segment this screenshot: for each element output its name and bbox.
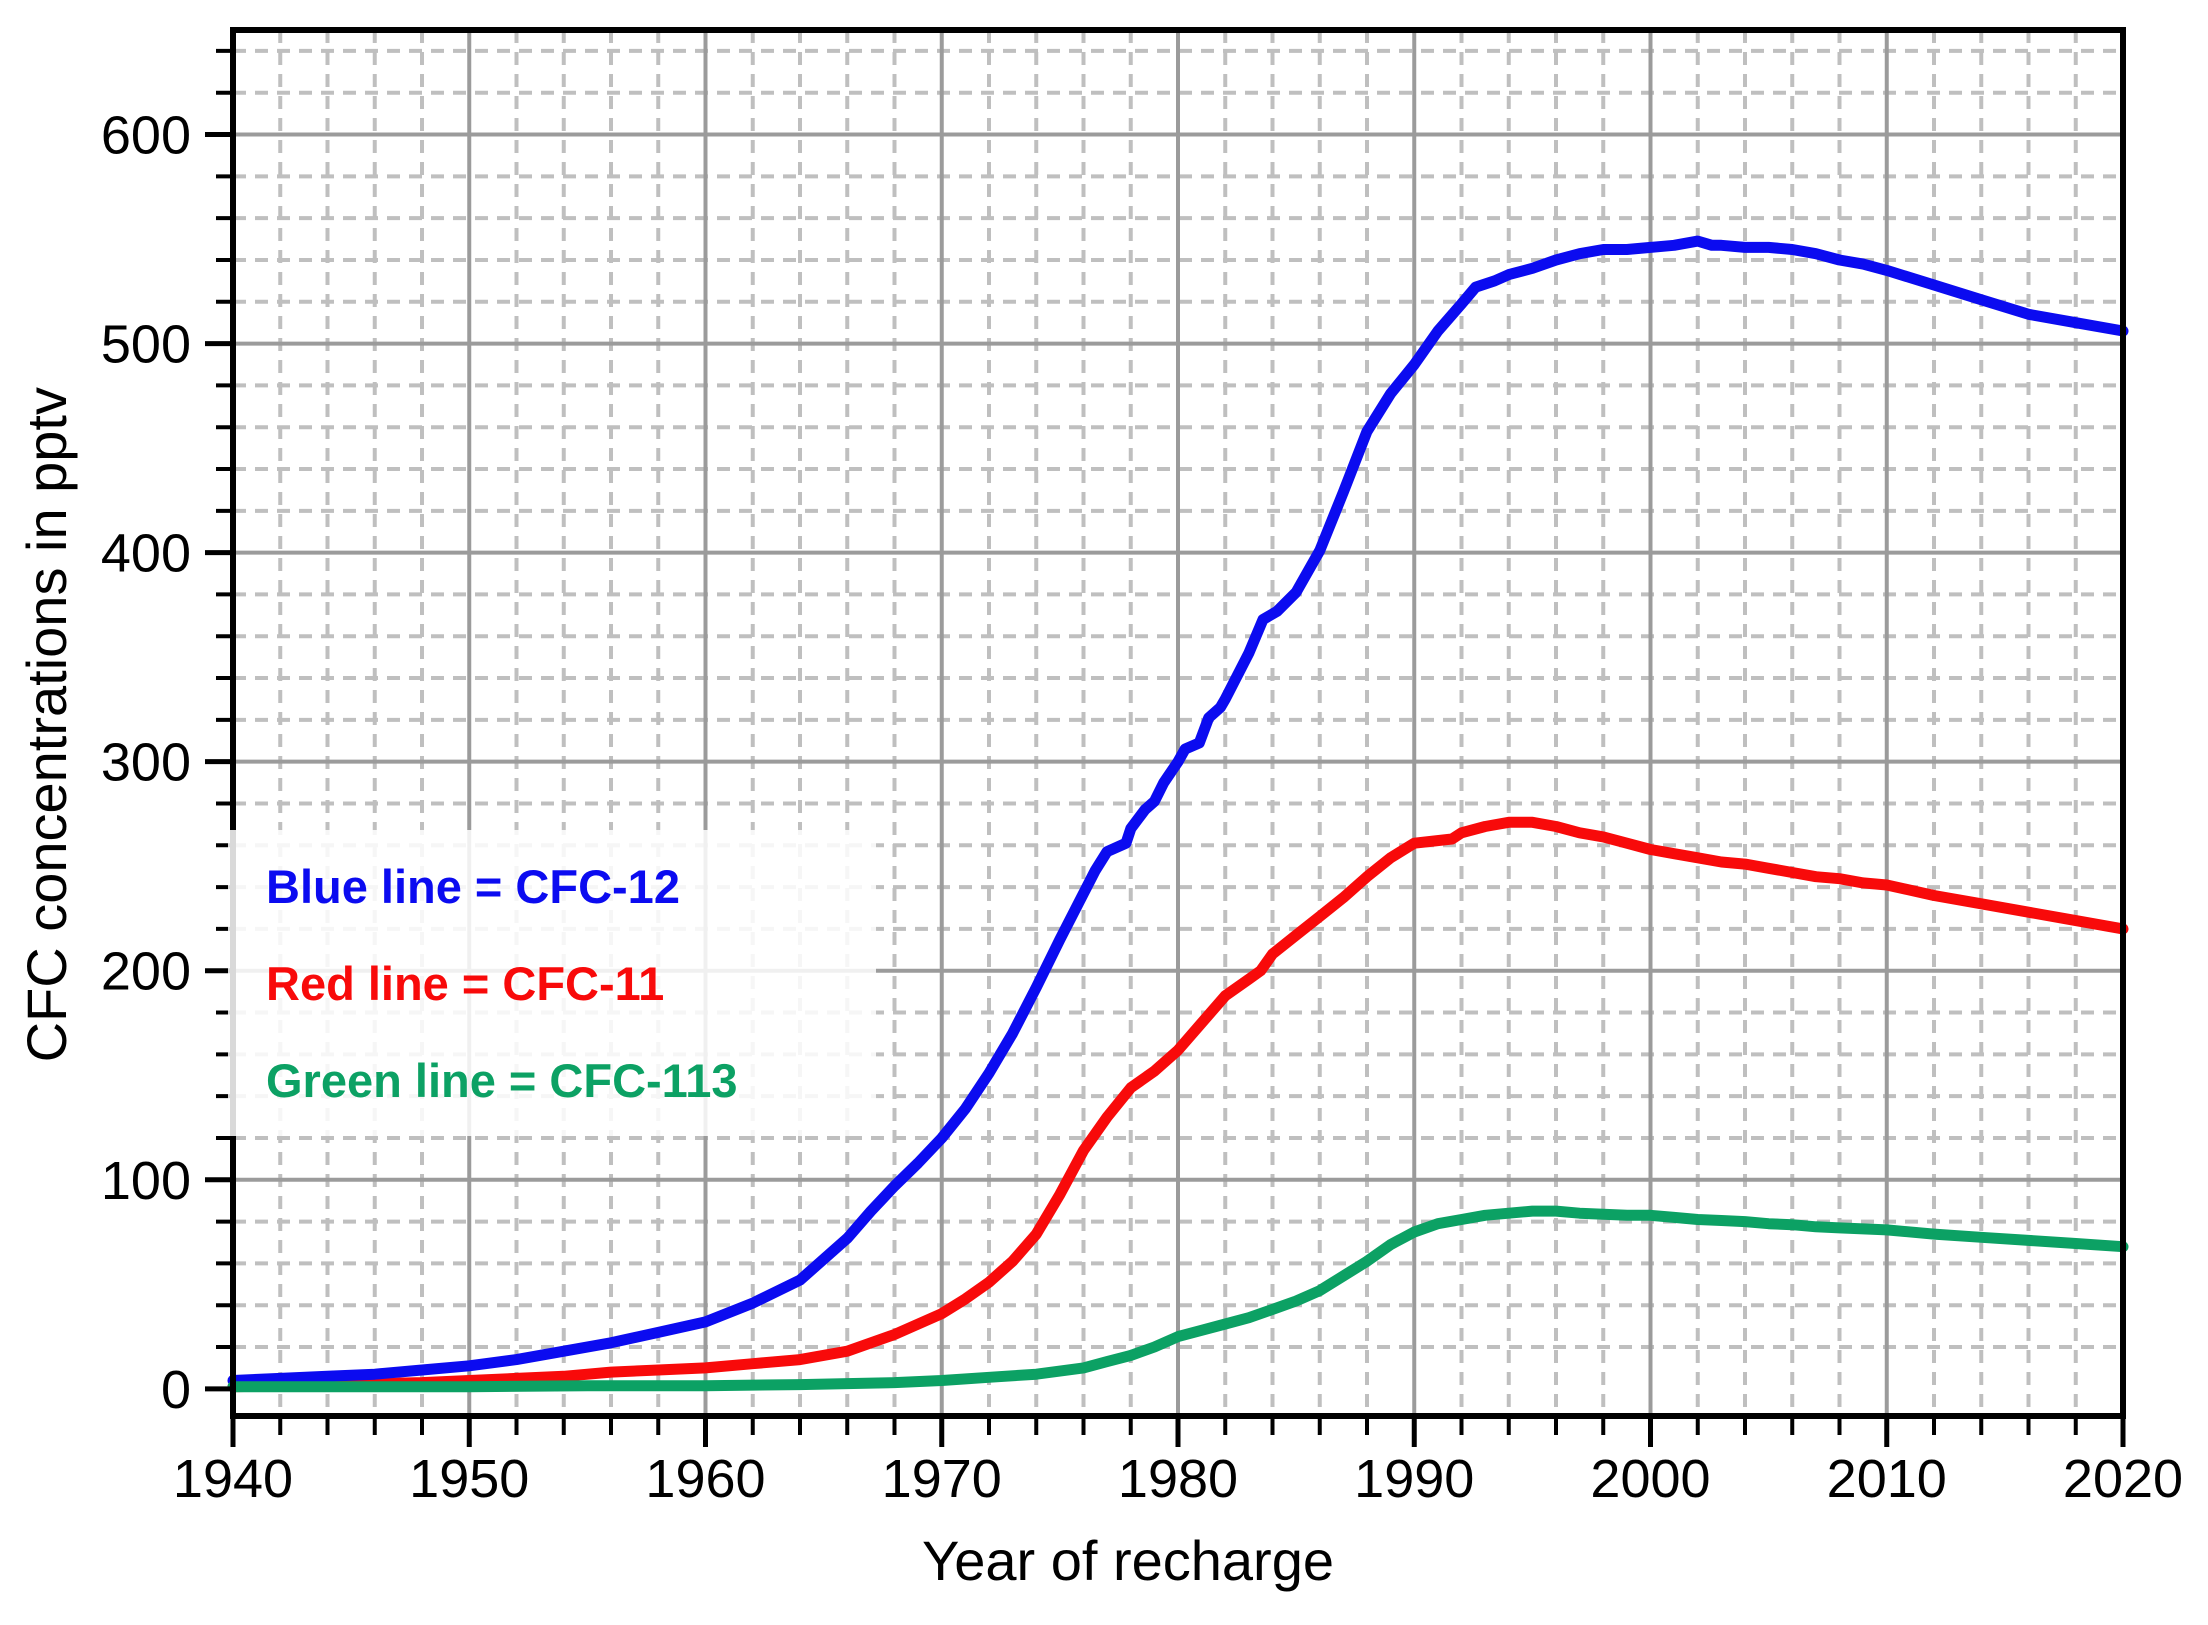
legend-item-cfc11: Red line = CFC-11 <box>266 935 876 1032</box>
legend-item-cfc12: Blue line = CFC-12 <box>266 838 876 935</box>
legend: Blue line = CFC-12 Red line = CFC-11 Gre… <box>228 830 876 1136</box>
svg-text:600: 600 <box>101 106 191 166</box>
svg-text:2020: 2020 <box>2063 1449 2183 1509</box>
y-axis-title: CFC concentrations in pptv <box>15 387 78 1063</box>
svg-text:1960: 1960 <box>645 1449 765 1509</box>
svg-text:400: 400 <box>101 524 191 584</box>
legend-item-cfc113: Green line = CFC-113 <box>266 1032 876 1129</box>
svg-text:1940: 1940 <box>173 1449 293 1509</box>
svg-text:1980: 1980 <box>1118 1449 1238 1509</box>
legend-label-cfc11: Red line = CFC-11 <box>266 956 665 1010</box>
legend-label-cfc113: Green line = CFC-113 <box>266 1053 738 1107</box>
svg-text:2000: 2000 <box>1590 1449 1710 1509</box>
legend-label-cfc12: Blue line = CFC-12 <box>266 859 680 913</box>
svg-text:500: 500 <box>101 315 191 375</box>
svg-text:1990: 1990 <box>1354 1449 1474 1509</box>
svg-text:100: 100 <box>101 1151 191 1211</box>
svg-text:300: 300 <box>101 733 191 793</box>
svg-text:2010: 2010 <box>1827 1449 1947 1509</box>
svg-text:1970: 1970 <box>882 1449 1002 1509</box>
x-axis-title: Year of recharge <box>922 1529 1334 1592</box>
svg-text:0: 0 <box>161 1360 191 1420</box>
svg-text:200: 200 <box>101 942 191 1002</box>
svg-text:1950: 1950 <box>409 1449 529 1509</box>
